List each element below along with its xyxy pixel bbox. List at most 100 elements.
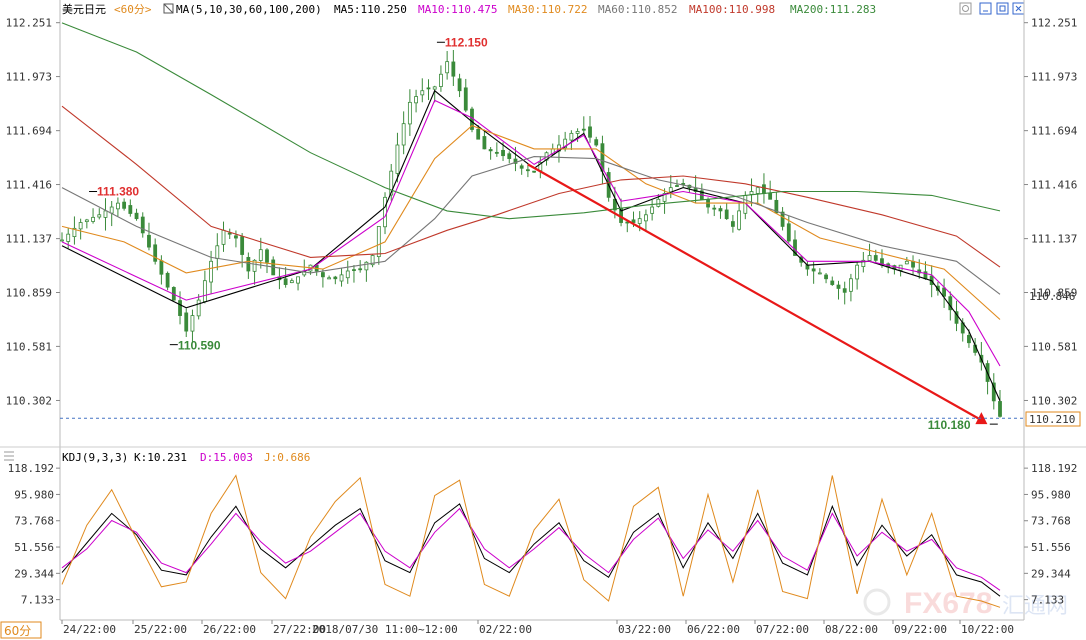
candle (718, 205, 723, 219)
candle (395, 132, 400, 183)
candle (352, 265, 356, 283)
candle (103, 198, 108, 231)
ma-line-ma5 (61, 89, 1001, 402)
candle (221, 221, 226, 252)
price-tick-left-7: 110.302 (6, 394, 52, 407)
period-button[interactable]: 60分 (0, 621, 42, 639)
time-tick-1: 25/22:00 (134, 623, 187, 636)
candle (662, 188, 667, 214)
kdj-settings-icon[interactable] (4, 451, 14, 461)
candle (904, 256, 909, 265)
candle (116, 197, 120, 217)
ma-line-ma100 (61, 105, 1001, 268)
ma-toggle-icon[interactable] (163, 3, 174, 14)
current-price-tag: 110.210 (1025, 411, 1081, 427)
candle (519, 163, 524, 175)
kdj-tick-right-3: 51.556 (1031, 541, 1071, 554)
kdj-tick-left-3: 51.556 (14, 541, 54, 554)
kdj-line-j (61, 474, 1001, 608)
candle (271, 256, 276, 276)
candle (358, 260, 363, 273)
candle (488, 147, 493, 160)
ma60-label: MA60:110.852 (598, 3, 677, 16)
price-axis-right: 112.251 111.973 111.694 111.416 111.137 110.8… (1024, 17, 1078, 407)
candle (414, 89, 418, 113)
candle (190, 309, 195, 343)
candle (289, 278, 294, 284)
price-tick-right-0: 112.251 (1031, 17, 1077, 30)
ma-line-ma200 (61, 22, 1001, 220)
price-tick-left-3: 111.416 (6, 179, 52, 192)
candle (432, 85, 437, 103)
kdj-k-label: K:10.231 (134, 451, 187, 464)
candle (811, 261, 816, 284)
time-axis: 24/22:00 25/22:00 26/22:00 27/22:00 02/22:00… (61, 620, 1014, 636)
candle (265, 248, 269, 274)
candle (376, 226, 381, 265)
candle (730, 214, 735, 233)
candle (855, 261, 860, 290)
watermark-cn: 汇通网 (1002, 594, 1068, 619)
annotation-high-1: 111.380 (97, 185, 139, 199)
candle (296, 276, 300, 291)
candle (184, 308, 189, 338)
candle (494, 142, 499, 157)
kdj-tick-right-4: 29.344 (1031, 567, 1071, 580)
minimize-icon[interactable] (979, 2, 992, 15)
time-tick-10: 10/22:00 (961, 623, 1014, 636)
trend-arrow (527, 163, 988, 425)
candle (209, 250, 213, 294)
main-header: 美元日元 <60分> MA(5,10,30,60,100,200) MA5:11… (62, 3, 876, 16)
candle (215, 233, 220, 271)
close-icon[interactable] (1012, 2, 1025, 15)
candle (246, 252, 251, 279)
candle (724, 203, 729, 220)
price-tick-right-1: 111.973 (1031, 71, 1077, 84)
symbol-label: 美元日元 (62, 3, 106, 16)
kdj-lines (61, 474, 1001, 608)
candle (128, 199, 133, 217)
candle (84, 218, 89, 229)
time-tick-0: 24/22:00 (63, 623, 116, 636)
candle (737, 202, 741, 231)
candle (196, 294, 201, 320)
watermark-brand: FX678 (904, 587, 992, 620)
annotation-high-0: 112.150 (445, 35, 488, 49)
candle (942, 278, 946, 308)
candle (439, 65, 443, 92)
candle (824, 273, 828, 284)
restore-icon[interactable] (996, 2, 1009, 15)
period-button-box[interactable] (0, 621, 42, 639)
time-tick-5: 03/22:00 (618, 623, 671, 636)
price-tick-right-3: 111.416 (1031, 179, 1077, 192)
moving-average-lines (61, 22, 1001, 402)
period-button-label[interactable]: 60分 (4, 624, 31, 638)
candle (140, 212, 145, 238)
kdj-tick-right-2: 73.768 (1031, 515, 1071, 528)
candle (594, 136, 599, 147)
candle (426, 79, 431, 101)
current-price-tag-box (1025, 411, 1081, 427)
candle (134, 208, 139, 221)
ma100-label: MA100:110.998 (689, 3, 775, 16)
price-tick-right-7: 110.302 (1031, 394, 1077, 407)
candle (693, 175, 698, 203)
ma30-last-value: 110.846 (1029, 290, 1075, 303)
kdj-tick-right-0: 118.192 (1031, 462, 1077, 475)
kdj-axis-right: 118.192 95.980 73.768 51.556 29.344 7.133 (1024, 462, 1077, 607)
price-tick-left-2: 111.694 (6, 125, 53, 138)
ma-def-label: MA(5,10,30,60,100,200) (176, 3, 322, 16)
kdj-line-d (61, 507, 1001, 591)
candle (998, 390, 1002, 418)
candle (60, 232, 64, 242)
price-tick-left-5: 110.859 (6, 287, 52, 300)
candle (407, 89, 412, 136)
time-tick-4: 02/22:00 (479, 623, 532, 636)
settings-icon[interactable] (959, 2, 972, 15)
candle (563, 131, 568, 152)
trend-arrow-line (527, 163, 982, 422)
time-tick-2: 26/22:00 (203, 623, 256, 636)
candle (532, 170, 537, 173)
candlestick-series (60, 49, 1002, 418)
